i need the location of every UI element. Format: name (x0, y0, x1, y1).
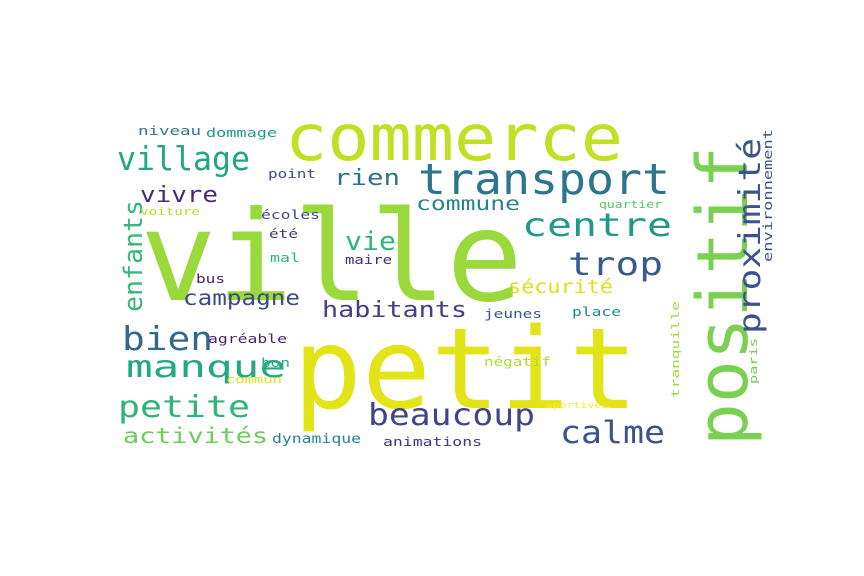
word-village: village (117, 139, 250, 178)
word-point: point (268, 167, 316, 181)
word-transport: transport (418, 155, 670, 205)
word-securite: sécurité (508, 276, 613, 298)
word-habitants: habitants (322, 298, 467, 323)
word-vivre: vivre (140, 183, 218, 208)
word-environnement: environnement (761, 129, 775, 262)
word-petite: petite (118, 390, 250, 425)
word-negatif: négatif (484, 355, 551, 369)
word-quartier: quartier (599, 198, 662, 211)
word-activites: activités (123, 424, 268, 448)
word-sportives: sportives (546, 401, 608, 411)
word-dommage: dommage (206, 126, 277, 140)
word-bien: bien (122, 319, 213, 358)
word-commune: commune (416, 193, 520, 215)
word-vie: vie (345, 227, 396, 257)
word-voiture: voiture (140, 205, 200, 218)
word-animations: animations (383, 435, 482, 449)
word-rien: rien (334, 166, 400, 191)
word-beaucoup: beaucoup (368, 398, 535, 433)
word-campagne: campagne (183, 286, 300, 310)
word-petit: petit (293, 305, 638, 435)
word-jeunes: jeunes (484, 307, 542, 321)
word-agreable: agréable (208, 332, 287, 346)
word-maire: maire (345, 253, 392, 267)
word-dynamique: dynamique (272, 432, 361, 447)
word-tranquille: tranquille (669, 301, 682, 398)
word-manque: manque (126, 350, 286, 385)
word-niveau: niveau (138, 124, 201, 138)
word-bus: bus (196, 272, 225, 286)
word-paris: paris (747, 338, 760, 384)
word-enfants: enfants (119, 200, 149, 312)
word-mal: mal (270, 251, 300, 265)
word-commerce: commerce (285, 102, 623, 176)
word-ville: ville (140, 185, 523, 330)
word-bon: bon (261, 356, 290, 370)
word-proximite: proximité (733, 138, 768, 334)
word-positif: positif (682, 146, 764, 446)
word-ete: été (269, 227, 298, 241)
word-commun: commun (226, 373, 282, 386)
word-ecoles: écoles (261, 208, 320, 222)
word-centre: centre (522, 206, 672, 244)
word-trop: trop (568, 245, 663, 283)
word-place: place (572, 305, 621, 319)
word-calme: calme (560, 415, 665, 451)
